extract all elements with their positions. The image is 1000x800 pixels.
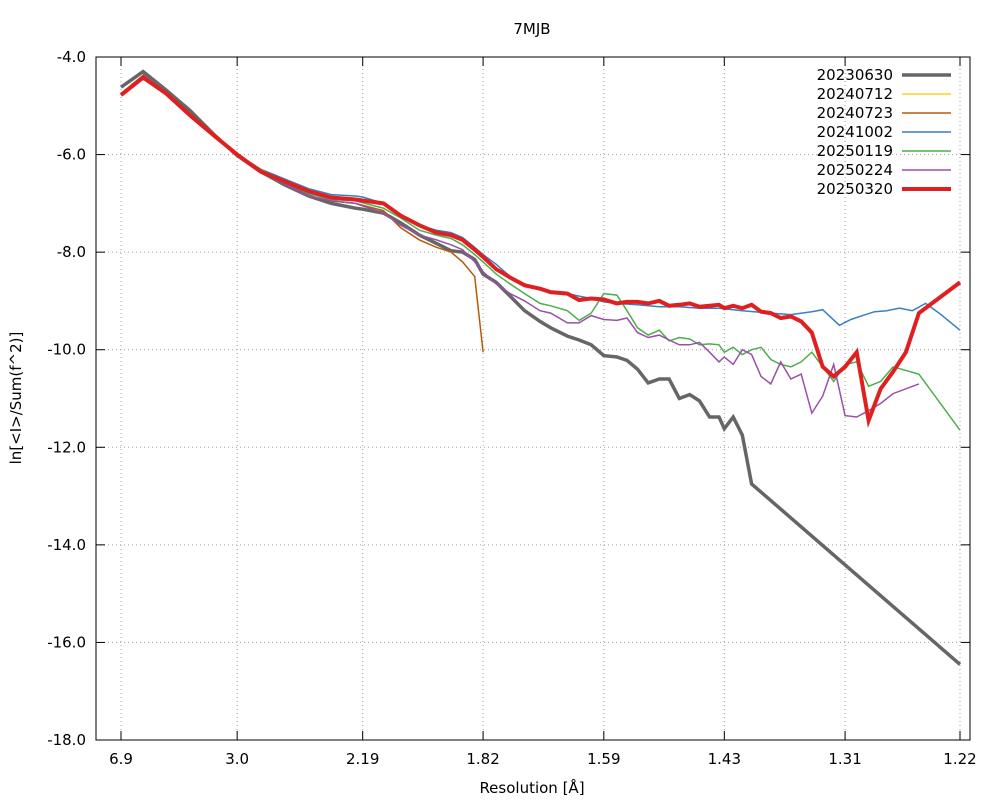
y-tick-label: -10.0 xyxy=(47,341,86,359)
plot-frame xyxy=(95,56,971,741)
legend-label: 20250224 xyxy=(817,161,893,179)
legend-label: 20240712 xyxy=(817,85,893,103)
x-tick-label: 3.0 xyxy=(225,750,249,768)
x-tick-label: 1.59 xyxy=(587,750,620,768)
x-tick-label: 6.9 xyxy=(109,750,133,768)
legend: 2023063020240712202407232024100220250119… xyxy=(817,66,951,198)
y-tick-label: -18.0 xyxy=(47,731,86,749)
legend-label: 20240723 xyxy=(817,104,893,122)
x-tick-label: 1.22 xyxy=(943,750,976,768)
y-tick-label: -4.0 xyxy=(57,48,86,66)
legend-label: 20230630 xyxy=(817,66,893,84)
chart-title: 7MJB xyxy=(513,20,550,38)
series-layer xyxy=(119,69,962,666)
x-tick-label: 1.31 xyxy=(828,750,861,768)
axis-ticks: -4.0 -6.0 -8.0 -10.0 -12.0 -14.0 -16.0 -18.0 6.9… xyxy=(47,48,977,768)
series-line-20250224 xyxy=(120,74,920,418)
legend-label: 20241002 xyxy=(817,123,893,141)
y-tick-label: -8.0 xyxy=(57,243,86,261)
x-tick-label: 2.19 xyxy=(346,750,379,768)
x-tick-label: 1.82 xyxy=(466,750,499,768)
y-tick-label: -14.0 xyxy=(47,536,86,554)
series-line-20250320 xyxy=(119,75,962,429)
y-axis-label: ln[<I>/Sum(f^2)] xyxy=(7,332,25,465)
legend-label: 20250320 xyxy=(817,180,893,198)
x-tick-label: 1.43 xyxy=(708,750,741,768)
y-tick-label: -6.0 xyxy=(57,146,86,164)
y-tick-label: -16.0 xyxy=(47,633,86,651)
legend-label: 20250119 xyxy=(817,142,893,160)
x-axis-label: Resolution [Å] xyxy=(479,778,584,797)
y-tick-label: -12.0 xyxy=(47,438,86,456)
